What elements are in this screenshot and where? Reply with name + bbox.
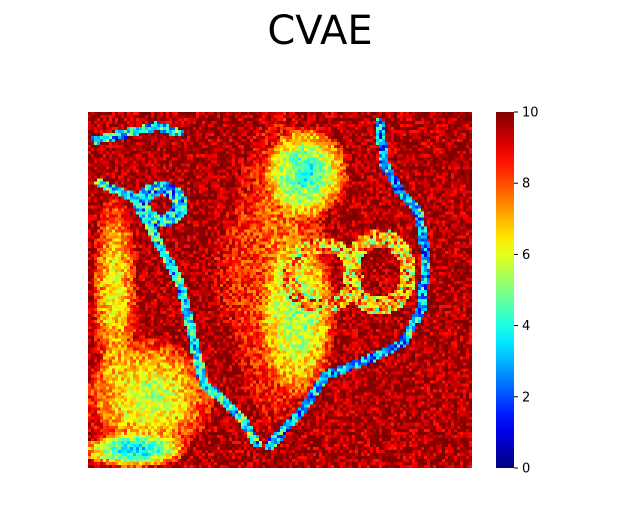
- colorbar-tick-label: 2: [522, 390, 530, 405]
- colorbar-tick-label: 10: [522, 106, 539, 121]
- colorbar-tick-label: 8: [522, 177, 530, 192]
- colorbar-tick-label: 0: [522, 462, 530, 477]
- colorbar: 0 2 4 6 8 10: [496, 106, 539, 477]
- heatmap-image: [88, 112, 472, 468]
- colorbar-ticks: 0 2 4 6 8 10: [514, 106, 539, 477]
- colorbar-tick-label: 6: [522, 248, 530, 263]
- chart-title: CVAE: [267, 8, 372, 54]
- colorbar-tick-label: 4: [522, 319, 530, 334]
- heatmap-plot-area: [88, 112, 472, 468]
- colorbar-gradient-bar: [496, 112, 514, 468]
